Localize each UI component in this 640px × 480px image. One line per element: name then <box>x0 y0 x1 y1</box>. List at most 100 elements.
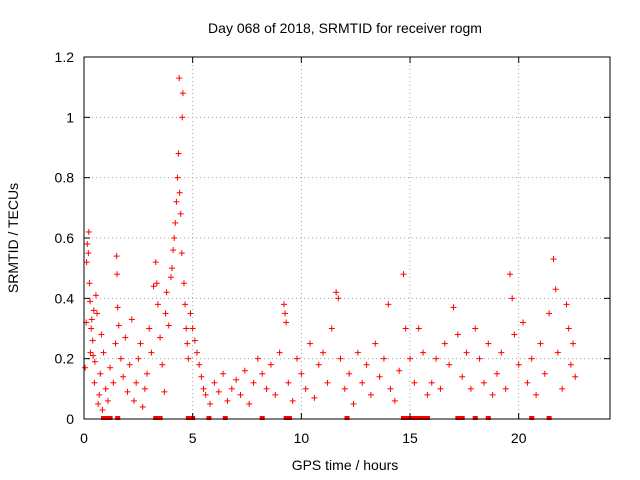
zero-point <box>546 416 552 420</box>
data-point <box>87 298 94 305</box>
zero-point <box>283 416 289 420</box>
data-point <box>107 364 114 371</box>
data-point <box>341 385 348 392</box>
data-point <box>124 388 131 395</box>
data-point <box>184 340 191 347</box>
zero-point <box>222 416 228 420</box>
data-point <box>211 379 218 386</box>
data-point <box>100 349 107 356</box>
data-point <box>202 391 209 398</box>
data-point <box>171 235 178 241</box>
data-point <box>546 310 553 317</box>
data-point <box>174 174 181 181</box>
data-point <box>91 358 98 365</box>
data-point <box>120 373 127 380</box>
data-point <box>572 373 579 380</box>
data-point <box>437 385 444 392</box>
data-point <box>324 379 331 386</box>
data-point <box>82 364 89 371</box>
data-point <box>207 400 214 407</box>
data-point <box>250 379 257 386</box>
data-point <box>511 331 518 338</box>
data-point <box>176 189 183 196</box>
data-point <box>154 301 161 308</box>
data-point <box>376 373 383 380</box>
data-point <box>263 385 270 392</box>
zero-point <box>401 416 407 420</box>
data-point <box>387 385 394 392</box>
data-point <box>176 75 183 82</box>
y-tick-label: 0 <box>66 411 74 427</box>
data-point <box>282 310 289 317</box>
data-point <box>402 325 409 332</box>
x-tick-label: 20 <box>511 430 527 446</box>
data-point <box>315 361 322 368</box>
data-point <box>153 280 160 287</box>
data-point <box>328 325 335 332</box>
data-point <box>385 301 392 308</box>
data-point <box>152 259 159 266</box>
y-tick-label: 0.8 <box>55 170 75 186</box>
data-point <box>159 361 166 368</box>
data-point <box>507 271 514 278</box>
data-point <box>567 361 574 368</box>
y-tick-label: 1 <box>66 109 74 125</box>
data-point <box>172 219 179 226</box>
data-point <box>552 286 559 293</box>
data-point <box>163 289 170 296</box>
data-point <box>113 253 120 260</box>
data-point <box>509 295 516 302</box>
data-point <box>283 319 290 326</box>
data-point <box>185 355 192 362</box>
zero-point <box>286 416 292 420</box>
data-point <box>180 280 187 287</box>
data-point <box>237 391 244 398</box>
data-point <box>91 379 98 386</box>
zero-point <box>485 416 491 420</box>
data-point <box>520 319 527 326</box>
data-point <box>400 271 407 278</box>
data-point <box>241 367 248 374</box>
data-point <box>424 391 431 398</box>
data-point <box>428 379 435 386</box>
data-point <box>350 400 357 407</box>
data-point <box>86 280 93 287</box>
zero-point <box>416 416 422 420</box>
data-point <box>102 385 109 392</box>
data-point <box>173 198 180 205</box>
data-point <box>110 379 117 386</box>
data-point <box>88 325 95 332</box>
data-point <box>130 397 137 404</box>
data-point <box>114 271 121 278</box>
data-point <box>550 256 557 263</box>
data-point <box>259 370 266 377</box>
data-point <box>157 334 164 341</box>
x-axis-label: GPS time / hours <box>292 457 399 473</box>
data-point <box>380 355 387 362</box>
data-point <box>441 340 448 347</box>
x-tick-label: 0 <box>80 430 88 446</box>
zero-point <box>424 416 430 420</box>
data-point <box>95 400 102 407</box>
data-point <box>122 334 129 341</box>
data-point <box>415 325 422 332</box>
data-point <box>98 331 105 338</box>
zero-point <box>185 416 191 420</box>
data-point <box>515 361 522 368</box>
data-point <box>276 349 283 356</box>
data-point <box>228 385 235 392</box>
data-point <box>146 325 153 332</box>
data-point <box>84 241 91 248</box>
data-point <box>459 373 466 380</box>
data-point <box>420 349 427 356</box>
data-point <box>128 316 135 323</box>
data-point <box>559 385 566 392</box>
data-point <box>220 370 227 377</box>
data-point <box>194 349 201 356</box>
data-point <box>372 340 379 347</box>
tick-labels: 0 5 10 15 20 0 0.2 0.4 0.6 0.8 1 1.2 <box>55 49 527 446</box>
data-point <box>83 259 90 266</box>
data-point <box>187 310 194 317</box>
zero-point <box>206 416 212 420</box>
